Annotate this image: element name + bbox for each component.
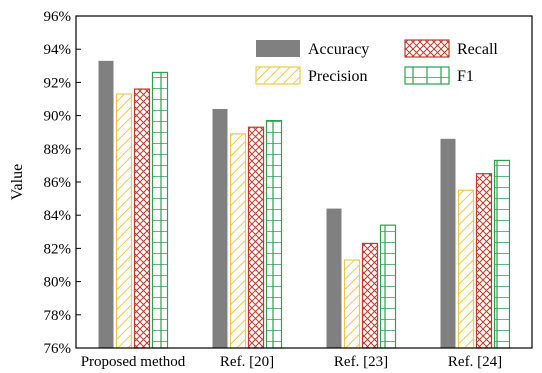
y-axis-label: Value <box>9 164 26 200</box>
y-tick-label: 88% <box>44 142 72 158</box>
bar-f1-2 <box>379 224 397 349</box>
bar-precision-1 <box>229 133 247 349</box>
y-tick-label: 86% <box>44 175 72 191</box>
y-tick-label: 76% <box>44 341 72 357</box>
bar-accuracy-2 <box>326 208 342 348</box>
y-tick-label: 78% <box>44 308 72 324</box>
y-tick-label: 94% <box>44 42 72 58</box>
legend-label-f1: F1 <box>457 68 474 85</box>
y-tick-label: 92% <box>44 75 72 91</box>
legend-label-precision: Precision <box>308 68 368 85</box>
legend-swatch-precision <box>255 66 301 85</box>
bar-recall-1 <box>247 126 265 349</box>
bar-precision-0 <box>115 93 133 349</box>
bar-recall-0 <box>133 88 151 349</box>
x-tick-label: Proposed method <box>81 354 186 370</box>
legend-swatch-recall <box>404 39 450 58</box>
y-tick-label: 82% <box>44 241 72 257</box>
legend: Accuracy Precision Recall F1 <box>255 39 498 85</box>
bar-accuracy-3 <box>440 138 456 348</box>
y-tick-label: 84% <box>44 208 72 224</box>
bar-precision-3 <box>457 189 475 349</box>
x-tick-label: Ref. [24] <box>448 354 502 370</box>
bar-f1-3 <box>493 159 511 349</box>
bar-recall-3 <box>475 173 493 349</box>
bar-f1-1 <box>265 119 283 349</box>
bar-f1-0 <box>151 71 169 349</box>
bar-accuracy-0 <box>98 60 114 348</box>
bar-accuracy-1 <box>212 108 228 349</box>
x-tick-label: Ref. [20] <box>220 354 274 370</box>
y-tick-label: 90% <box>44 109 72 125</box>
y-tick-label: 96% <box>44 9 72 25</box>
legend-swatch-accuracy <box>256 40 300 57</box>
x-tick-label: Ref. [23] <box>334 354 388 370</box>
bar-precision-2 <box>343 259 361 349</box>
plot-area: Proposed method Ref. [20] Ref. [23] Ref. [2… <box>9 9 533 370</box>
legend-label-recall: Recall <box>457 41 498 58</box>
legend-swatch-f1 <box>404 66 450 85</box>
y-tick-label: 80% <box>44 275 72 291</box>
bar-recall-2 <box>361 242 379 349</box>
legend-label-accuracy: Accuracy <box>308 41 369 58</box>
